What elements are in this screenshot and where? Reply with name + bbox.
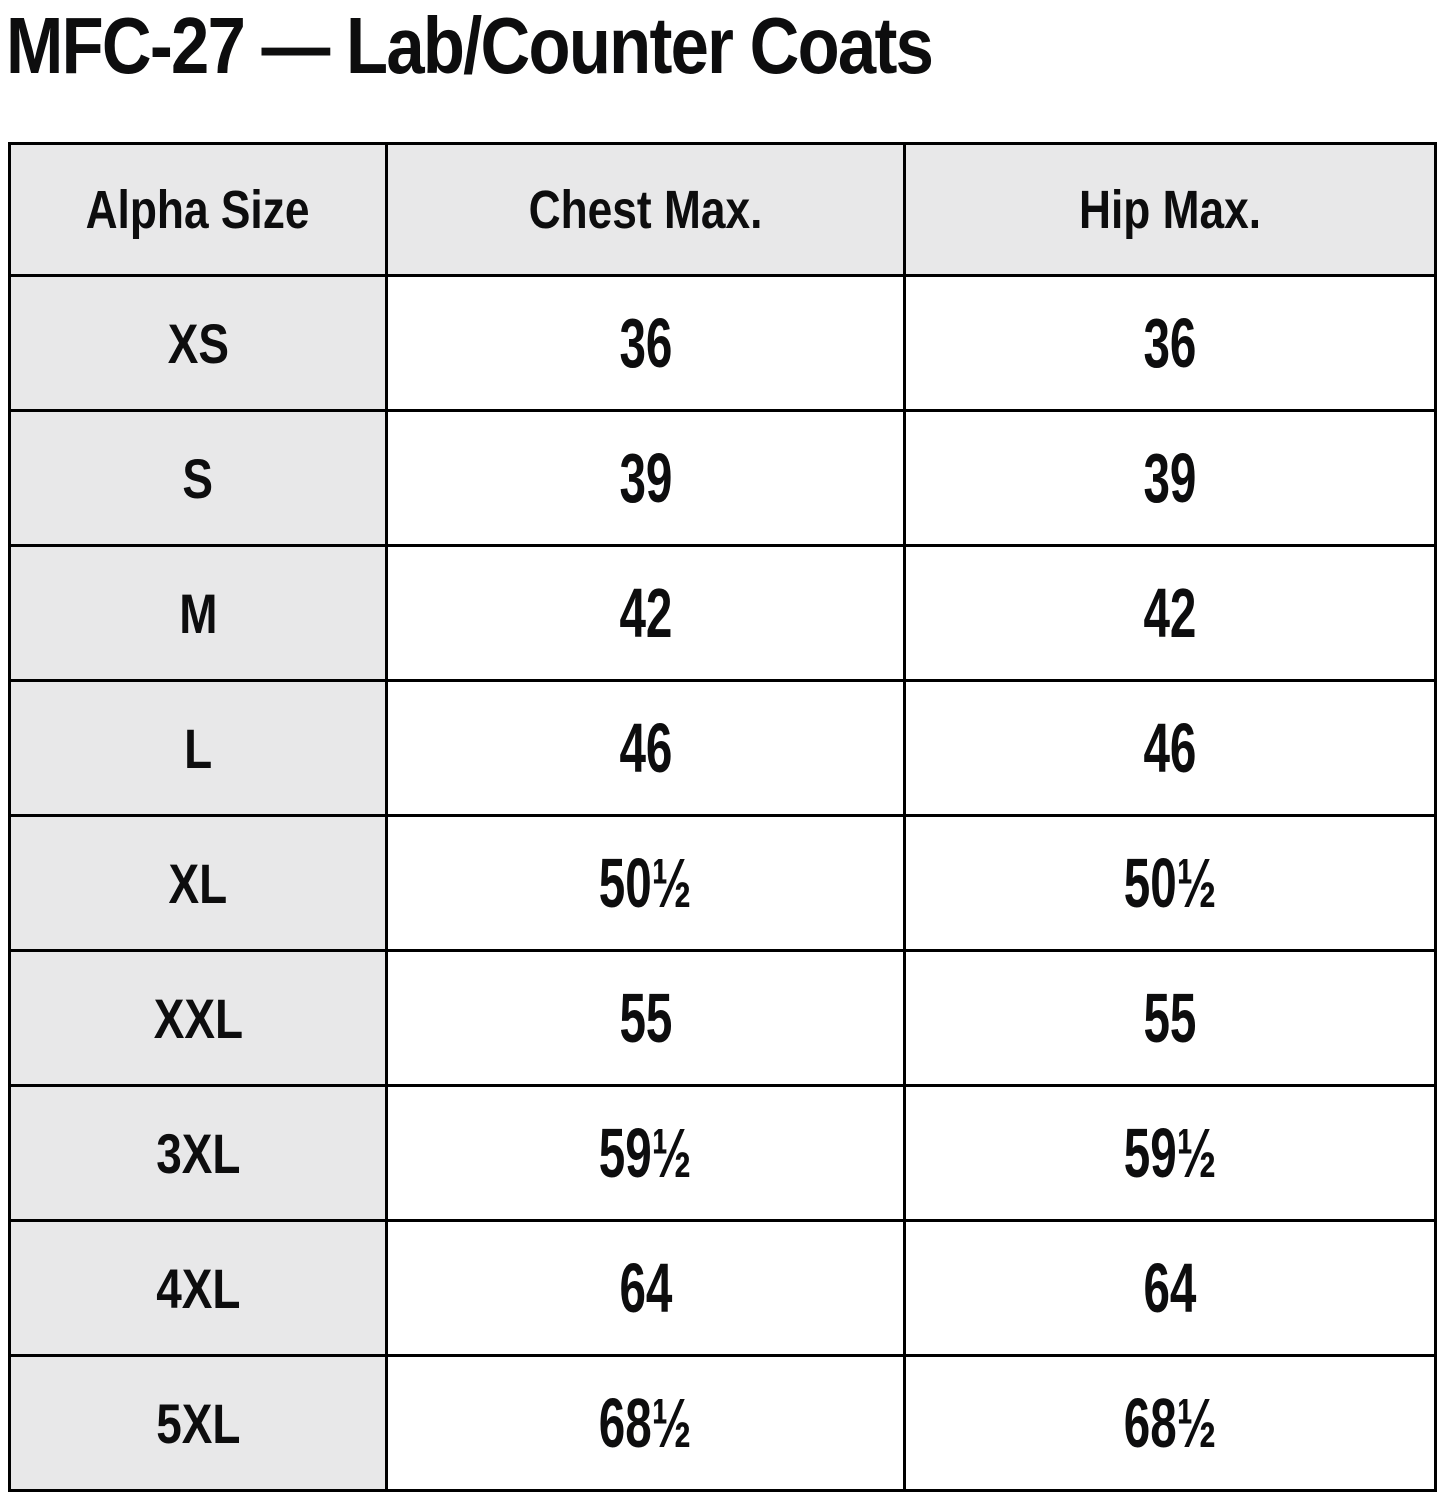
chest-max-value: 46 [385,679,906,817]
size-label-text: 5XL [155,1391,241,1455]
row-label-size: 4XL [8,1219,388,1357]
chest-max-value: 36 [385,274,906,412]
chest-max-value: 39 [385,409,906,547]
table-row-m: M 42 42 [8,544,1437,682]
column-header-chest-max: Chest Max. [385,142,906,277]
hip-max-value: 42 [903,544,1437,682]
table-row-xl: XL 50½ 50½ [8,814,1437,952]
chest-max-value: 50½ [385,814,906,952]
column-header-alpha-size: Alpha Size [8,142,388,277]
cell-value-text: 50½ [1123,844,1217,922]
cell-value-text: 68½ [599,1384,692,1462]
size-label-text: 3XL [155,1121,241,1185]
hip-max-value: 68½ [903,1354,1437,1492]
column-header-text: Chest Max. [528,179,763,240]
table-row-xxl: XXL 55 55 [8,949,1437,1087]
row-label-size: XXL [8,949,388,1087]
hip-max-value: 39 [903,409,1437,547]
row-label-size: 5XL [8,1354,388,1492]
cell-value-text: 68½ [1123,1384,1217,1462]
table-row-3xl: 3XL 59½ 59½ [8,1084,1437,1222]
table-row-xs: XS 36 36 [8,274,1437,412]
hip-max-value: 55 [903,949,1437,1087]
page-title-text: MFC-27 — Lab/Counter Coats [6,1,934,90]
column-header-text: Hip Max. [1078,179,1262,240]
cell-value-text: 64 [619,1249,672,1327]
cell-value-text: 36 [619,304,672,382]
chest-max-value: 68½ [385,1354,906,1492]
chest-max-value: 59½ [385,1084,906,1222]
page-title: MFC-27 — Lab/Counter Coats [6,2,1442,90]
cell-value-text: 46 [1143,709,1197,787]
chest-max-value: 55 [385,949,906,1087]
table-row-s: S 39 39 [8,409,1437,547]
size-label-text: XS [167,311,229,375]
cell-value-text: 42 [619,574,672,652]
header-row: Alpha Size Chest Max. Hip Max. [8,142,1437,277]
column-header-hip-max: Hip Max. [903,142,1437,277]
row-label-size: S [8,409,388,547]
table-row-l: L 46 46 [8,679,1437,817]
chest-max-value: 64 [385,1219,906,1357]
cell-value-text: 39 [619,439,672,517]
cell-value-text: 39 [1143,439,1197,517]
hip-max-value: 50½ [903,814,1437,952]
hip-max-value: 36 [903,274,1437,412]
table-row-5xl: 5XL 68½ 68½ [8,1354,1437,1492]
cell-value-text: 55 [619,979,672,1057]
table-row-4xl: 4XL 64 64 [8,1219,1437,1357]
size-chart-table: Alpha Size Chest Max. Hip Max. XS 36 36 … [8,142,1437,1492]
hip-max-value: 64 [903,1219,1437,1357]
size-label-text: XXL [153,986,243,1050]
row-label-size: XL [8,814,388,952]
column-header-text: Alpha Size [86,179,310,240]
size-label-text: S [182,446,214,510]
row-label-size: XS [8,274,388,412]
cell-value-text: 64 [1143,1249,1197,1327]
size-label-text: 4XL [155,1256,241,1320]
row-label-size: 3XL [8,1084,388,1222]
cell-value-text: 42 [1143,574,1197,652]
cell-value-text: 36 [1143,304,1197,382]
size-label-text: XL [168,851,228,915]
hip-max-value: 59½ [903,1084,1437,1222]
size-label-text: L [183,716,213,780]
cell-value-text: 59½ [599,1114,692,1192]
size-label-text: M [178,581,218,645]
cell-value-text: 59½ [1123,1114,1217,1192]
row-label-size: L [8,679,388,817]
cell-value-text: 55 [1143,979,1197,1057]
hip-max-value: 46 [903,679,1437,817]
row-label-size: M [8,544,388,682]
cell-value-text: 46 [619,709,672,787]
chest-max-value: 42 [385,544,906,682]
cell-value-text: 50½ [599,844,692,922]
